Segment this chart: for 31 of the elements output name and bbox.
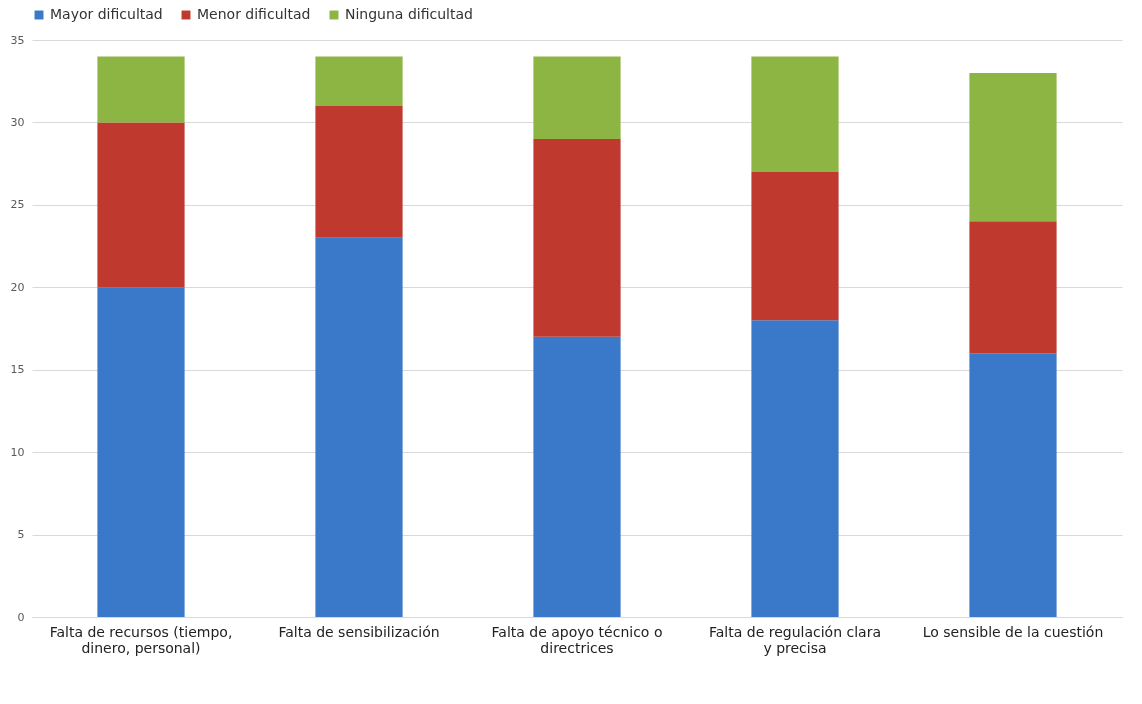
legend-label: Menor dificultad: [197, 6, 311, 22]
bar: [969, 221, 1057, 354]
y-tick-label: 20: [10, 280, 25, 294]
bar: [315, 237, 403, 617]
x-tick-label: Falta de apoyo técnico o directrices: [491, 623, 663, 656]
bar: [97, 122, 185, 288]
bar: [751, 320, 839, 617]
bar: [533, 138, 621, 337]
y-tick-label: 25: [10, 198, 25, 212]
bar: [969, 72, 1057, 222]
y-tick-label: 5: [17, 528, 25, 542]
legend-label: Ninguna dificultad: [345, 6, 473, 22]
x-tick-label: Lo sensible de la cuestión: [922, 623, 1104, 640]
bar: [969, 353, 1057, 617]
legend-label: Mayor dificultad: [50, 6, 163, 22]
x-tick-label: Falta de sensibilización: [278, 623, 440, 640]
bar: [751, 56, 839, 172]
bar: [533, 56, 621, 139]
y-tick-label: 35: [10, 33, 25, 47]
bar: [315, 56, 403, 106]
bar: [315, 105, 403, 238]
y-tick-label: 10: [10, 445, 25, 459]
bar: [533, 336, 621, 617]
x-tick-label: Falta de regulación clara y precisa: [709, 623, 881, 656]
y-tick-label: 15: [10, 363, 25, 377]
bar: [97, 287, 185, 617]
bar: [751, 171, 839, 321]
x-tick-label: Falta de recursos (tiempo, dinero, personal): [49, 623, 233, 656]
y-tick-label: 30: [10, 115, 25, 129]
y-tick-label: 0: [17, 610, 25, 624]
bar: [97, 56, 185, 123]
